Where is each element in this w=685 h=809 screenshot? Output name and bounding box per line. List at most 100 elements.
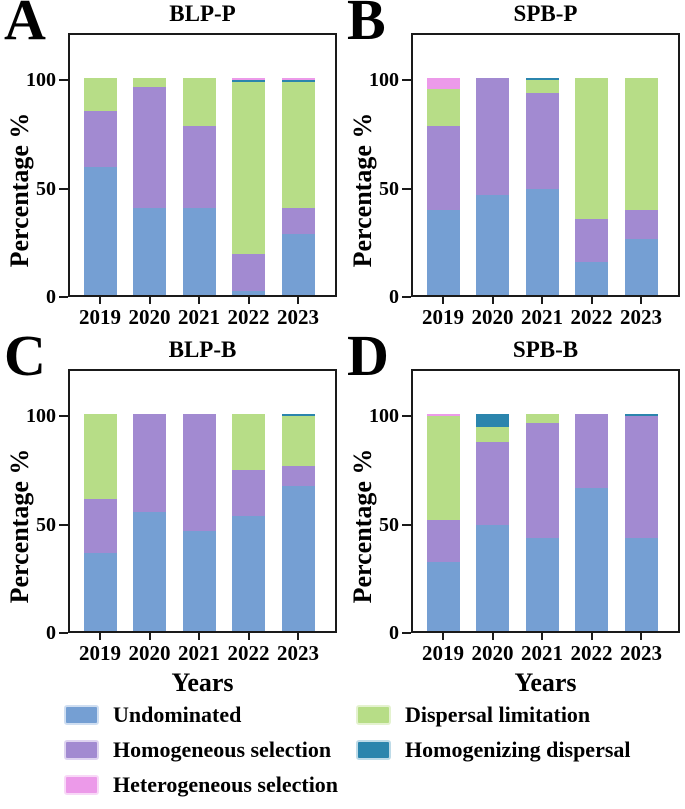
y-tick-mark [402,79,411,81]
legend-label: Homogeneous selection [113,737,332,762]
bar [182,414,216,631]
x-tick-label: 2021 [521,641,563,665]
bar-segment [83,166,117,295]
x-tick-label: 2019 [79,305,121,329]
bar-segment [281,208,315,235]
bar-segment [133,86,166,209]
x-tick-label: 2022 [227,305,270,329]
legend-swatch [356,705,391,725]
bar-segment [281,466,315,486]
bar-segment [525,422,559,538]
x-tick-label: 2020 [471,305,514,329]
legend-item: Dispersal limitation [356,704,631,726]
x-tick-label: 2019 [422,641,464,665]
bar-segment [476,442,509,525]
bar [426,78,460,295]
bar-segment [476,414,509,428]
bar-segment [525,93,559,189]
bar-segment [426,210,460,295]
bar-segment [575,487,608,631]
x-tick-mark [148,297,151,304]
y-tick-mark [59,632,68,634]
y-tick-mark [59,79,68,81]
bar [525,414,559,631]
bar-segment [624,414,658,417]
bar-segment [232,516,265,631]
bars-layer [68,369,337,633]
bar-segment [182,531,216,631]
bar-segment [281,416,315,467]
y-tick-label: 50 [36,513,56,536]
panel-blp-b: C BLP-B Percentage % 100 50 0 2019 2020 2021 2… [0,327,342,697]
bar-segment [525,80,559,94]
y-tick-mark [402,632,411,634]
x-tick-label: 2020 [471,641,514,665]
bar-segment [575,78,608,220]
y-tick-label: 100 [26,405,56,427]
x-tick-mark [640,297,642,304]
panel-title-blp-b: BLP-B [168,337,237,362]
bar-segment [281,234,315,295]
bar-segment [83,78,117,111]
legend-swatch [64,740,99,760]
x-tick-mark [247,297,250,304]
plot-area [411,369,680,633]
x-tick-mark [198,297,200,304]
bar [476,414,509,631]
x-tick-mark [541,633,543,640]
x-tick-label: 2021 [178,641,220,665]
bar-segment [426,416,460,521]
y-tick-mark [402,187,411,190]
x-tick-mark [297,297,299,304]
bar [182,78,216,295]
bar-segment [182,208,216,295]
x-tick-mark [590,297,593,304]
bar [232,414,265,631]
bar-segment [281,80,315,83]
bar-segment [575,414,608,488]
x-tick-mark [148,633,151,640]
bar-segment [182,125,216,209]
x-tick-mark [442,297,444,304]
panel-spb-b: D SPB-B Percentage % 100 50 0 2019 2020 2021 2… [343,327,685,697]
panel-letter-a: A [4,0,46,52]
y-tick-label: 0 [389,622,399,644]
y-tick-label: 100 [369,69,399,91]
bar-segment [281,78,315,81]
y-tick-mark [59,415,68,417]
bar [624,78,658,295]
bar [426,414,460,631]
bar-segment [83,414,117,499]
bar [232,78,265,295]
bar [575,414,608,631]
bar [133,78,166,295]
legend-swatch [356,740,391,760]
y-tick-mark [59,296,68,298]
bar-segment [624,238,658,295]
bar-segment [525,188,559,295]
panel-letter-c: C [4,323,46,388]
x-tick-mark [297,633,299,640]
bar-segment [281,485,315,631]
y-tick-label: 50 [379,513,399,536]
bar-segment [476,195,509,295]
bar-segment [232,82,265,254]
bars-layer [411,33,680,297]
bar-segment [182,414,216,532]
y-tick-mark [59,523,68,526]
bar-segment [575,262,608,295]
bar-segment [232,253,265,291]
legend-swatch [64,705,99,725]
bar-segment [426,88,460,126]
panel-title-spb-b: SPB-B [512,337,579,362]
y-tick-mark [402,523,411,526]
bar [83,414,117,631]
bar-segment [232,414,265,471]
x-tick-label: 2019 [79,641,121,665]
bar-segment [232,290,265,295]
bar-segment [426,520,460,562]
bar-segment [83,552,117,631]
x-tick-label: 2021 [521,305,563,329]
bar [83,78,117,295]
